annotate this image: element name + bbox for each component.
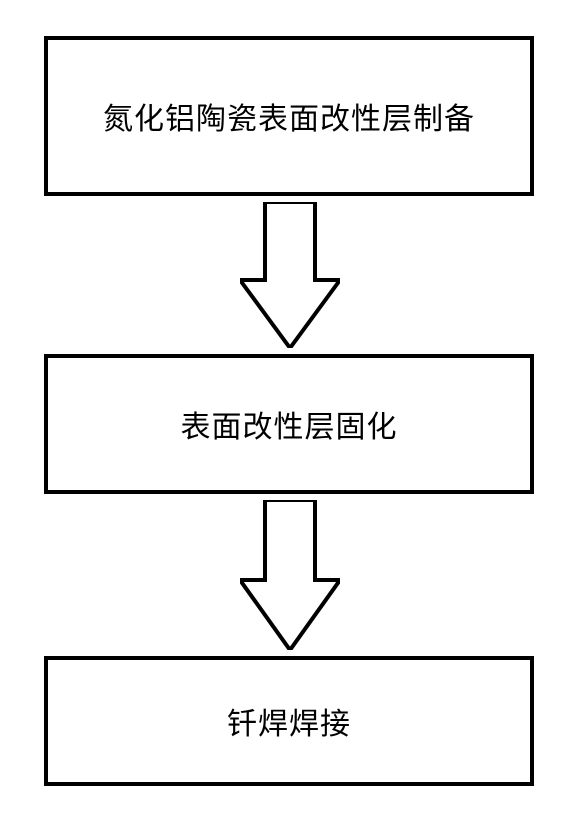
flowchart-node-step1: 氮化铝陶瓷表面改性层制备: [44, 36, 534, 196]
flowchart-node-step2: 表面改性层固化: [44, 354, 534, 494]
node-label: 表面改性层固化: [181, 402, 398, 446]
arrow-down-icon: [240, 500, 340, 650]
node-label: 氮化铝陶瓷表面改性层制备: [103, 94, 475, 138]
flowchart-node-step3: 钎焊焊接: [44, 656, 534, 786]
flowchart-arrow-step2-to-step3: [240, 500, 340, 650]
arrow-down-icon: [240, 202, 340, 348]
flowchart-arrow-step1-to-step2: [240, 202, 340, 348]
node-label: 钎焊焊接: [227, 699, 351, 743]
flowchart-canvas: 氮化铝陶瓷表面改性层制备表面改性层固化钎焊焊接: [0, 0, 575, 817]
